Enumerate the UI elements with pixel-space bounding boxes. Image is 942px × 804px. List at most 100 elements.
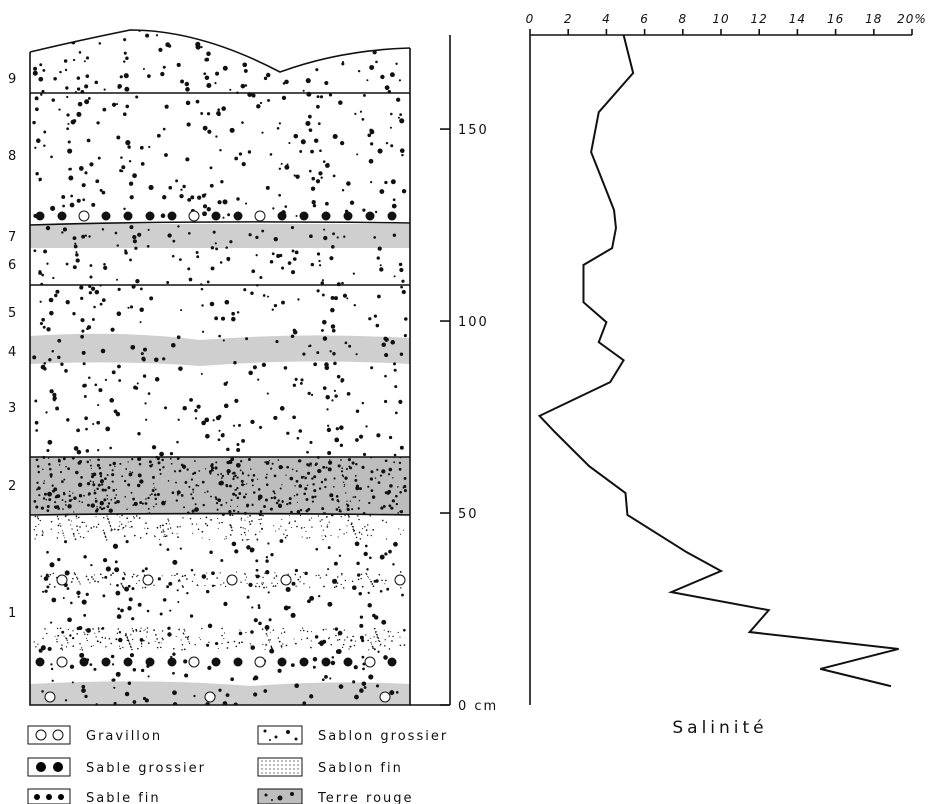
texture (301, 627, 304, 629)
texture (316, 104, 320, 109)
texture (144, 502, 148, 505)
texture (129, 305, 134, 309)
texture (76, 626, 80, 631)
texture (105, 539, 108, 541)
texture (132, 667, 137, 672)
texture (61, 499, 64, 501)
texture (261, 229, 265, 233)
texture (274, 572, 276, 574)
texture (62, 532, 64, 534)
texture (383, 655, 388, 660)
texture (325, 201, 329, 206)
texture (232, 475, 235, 478)
texture (35, 429, 39, 432)
texture (34, 538, 36, 540)
texture (87, 578, 90, 581)
texture (62, 227, 68, 232)
texture (338, 510, 341, 513)
texture (141, 569, 145, 573)
texture (281, 764, 283, 766)
texture (106, 515, 108, 517)
texture (218, 688, 222, 692)
texture (254, 656, 266, 668)
texture (70, 194, 74, 198)
texture (373, 648, 376, 651)
texture (174, 574, 176, 577)
texture (266, 392, 269, 395)
texture (83, 60, 86, 63)
texture (96, 506, 98, 508)
legend: Gravillon Sable grossier Sable fin Sablo… (27, 725, 446, 804)
texture (389, 690, 395, 696)
texture (314, 463, 318, 467)
texture (199, 637, 201, 639)
texture (307, 599, 311, 604)
texture (51, 350, 55, 353)
texture (345, 467, 348, 471)
texture (169, 457, 172, 460)
texture (218, 522, 221, 524)
texture (236, 571, 238, 573)
texture (212, 469, 214, 472)
texture (70, 119, 76, 125)
texture (184, 630, 186, 632)
texture (181, 575, 184, 578)
texture (262, 294, 266, 297)
texture (329, 493, 334, 498)
texture (169, 609, 172, 612)
texture (200, 112, 204, 115)
texture (118, 525, 120, 527)
texture (194, 409, 198, 413)
texture (75, 253, 79, 257)
texture (84, 99, 90, 105)
texture (388, 504, 392, 508)
texture (273, 525, 275, 527)
texture (132, 497, 136, 501)
texture (161, 524, 164, 527)
texture (97, 483, 101, 487)
texture (86, 627, 91, 633)
texture (121, 528, 123, 530)
texture (38, 523, 40, 526)
texture (309, 595, 315, 601)
texture (341, 467, 344, 470)
texture (83, 494, 85, 497)
texture (367, 577, 369, 579)
texture (350, 522, 353, 525)
texture (186, 636, 189, 639)
texture (75, 258, 80, 263)
texture (187, 635, 190, 638)
texture (40, 93, 43, 96)
texture (220, 180, 224, 184)
texture (236, 477, 238, 479)
texture (327, 450, 332, 455)
texture (198, 470, 201, 472)
texture (110, 528, 113, 530)
texture (182, 632, 185, 635)
texture (279, 406, 285, 411)
texture (322, 386, 327, 390)
texture (310, 631, 312, 633)
texture (398, 467, 402, 471)
texture (129, 195, 134, 200)
texture (282, 627, 284, 630)
texture (93, 574, 96, 576)
texture (346, 507, 349, 510)
texture (117, 529, 119, 531)
texture (267, 98, 271, 102)
texture (328, 460, 333, 465)
texture (378, 573, 381, 576)
texture (255, 568, 259, 572)
texture (358, 499, 361, 502)
texture (353, 644, 356, 647)
texture (64, 369, 68, 373)
texture (229, 484, 232, 488)
texture (163, 530, 165, 533)
texture (144, 586, 147, 589)
texture (232, 424, 236, 427)
texture (349, 645, 352, 648)
texture (321, 279, 324, 282)
texture (222, 199, 228, 205)
texture (296, 493, 299, 496)
texture (342, 643, 345, 646)
